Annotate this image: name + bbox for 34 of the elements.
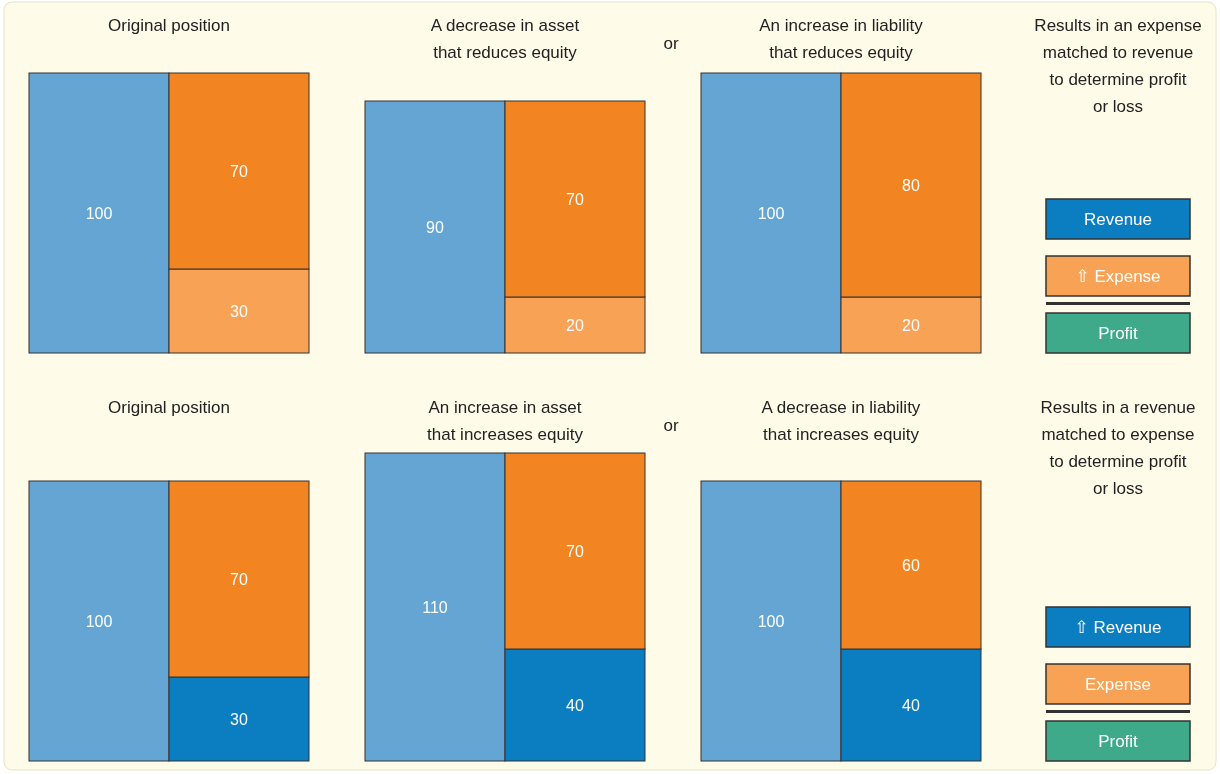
text: or — [663, 416, 679, 435]
category-label: ⇧ Expense — [1075, 267, 1161, 286]
text: or — [663, 34, 679, 53]
category-label: ⇧ Revenue — [1074, 618, 1162, 637]
chart-title: An increase in liability that reduces equity — [759, 16, 924, 62]
chart-title: An increase in asset that increases equity — [427, 398, 584, 444]
category-label: Revenue — [1083, 210, 1153, 229]
data-label: 70 — [230, 571, 248, 588]
data-label: 70 — [566, 543, 584, 560]
data-label: 40 — [566, 697, 584, 714]
chart-title: A decrease in asset that reduces equity — [430, 16, 580, 62]
data-label: 60 — [902, 557, 920, 574]
data-label: 70 — [230, 163, 248, 180]
data-label: 40 — [902, 697, 920, 714]
text: Results in an expense matched to revenue to determine profit or loss — [1034, 16, 1202, 116]
data-label: 20 — [566, 317, 584, 334]
data-label: 70 — [566, 191, 584, 208]
data-label: 30 — [230, 711, 248, 728]
data-label: 20 — [902, 317, 920, 334]
data-label: 90 — [426, 219, 444, 236]
data-label: 100 — [85, 205, 113, 222]
chart-title: A decrease in liability that increases equity — [761, 398, 921, 444]
chart-title: Original position — [108, 16, 230, 35]
chart-title: Original position — [108, 398, 230, 417]
category-label: Profit — [1098, 732, 1139, 751]
text: Results in a revenue matched to expense to determine profit or loss — [1040, 398, 1196, 498]
data-label: 100 — [757, 205, 785, 222]
data-label: 110 — [422, 599, 448, 616]
category-label: Expense — [1084, 675, 1152, 694]
data-label: 80 — [902, 177, 920, 194]
data-label: 100 — [757, 613, 785, 630]
data-label: 30 — [230, 303, 248, 320]
category-label: Profit — [1098, 324, 1139, 343]
data-label: 100 — [85, 613, 113, 630]
